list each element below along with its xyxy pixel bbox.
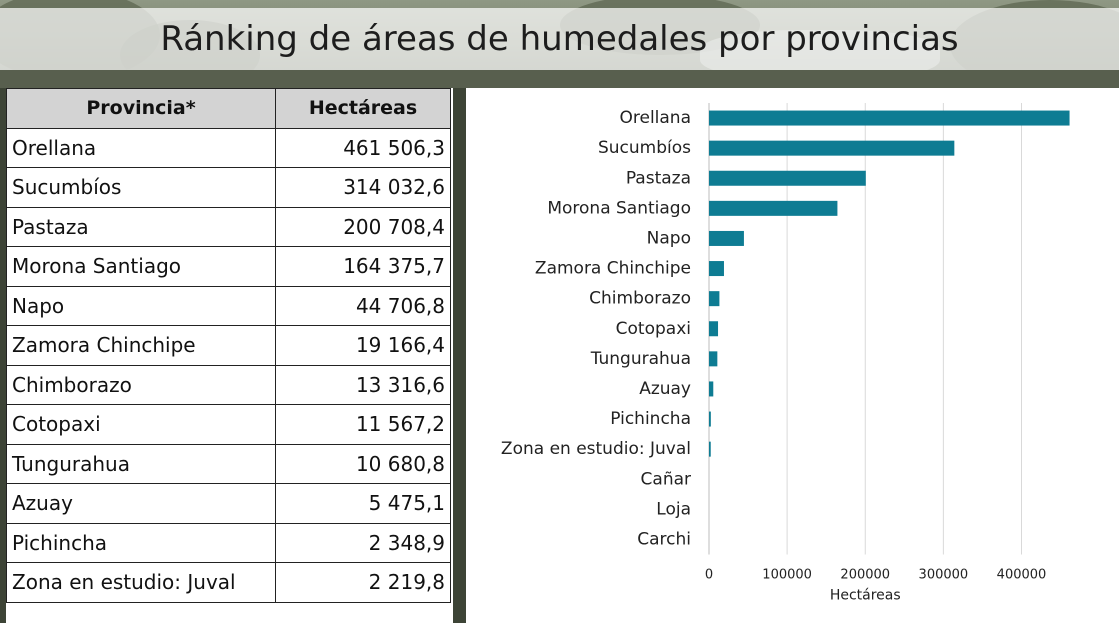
header-divider: [0, 70, 1119, 88]
category-label: Zamora Chinchipe: [535, 259, 691, 279]
cell-hectareas: 314 032,6: [275, 167, 451, 208]
bar: [709, 140, 955, 156]
table-row: Sucumbíos 314 032,6: [6, 167, 451, 208]
cell-hectareas: 200 708,4: [275, 206, 451, 247]
table-row: Pichincha 2 348,9: [6, 522, 451, 563]
bar: [709, 230, 744, 246]
cell-hectareas: 10 680,8: [275, 443, 451, 484]
table-row: Orellana 461 506,3: [6, 127, 451, 168]
x-tick-label: 100000: [762, 568, 812, 583]
bar: [709, 411, 711, 427]
bar: [709, 321, 719, 337]
cell-hectareas: 164 375,7: [275, 246, 451, 287]
cell-provincia: Chimborazo: [6, 364, 276, 405]
bar-chart: Orellana Sucumbíos Pastaza Morona Santiago N…: [501, 103, 1070, 604]
table-row: Pastaza 200 708,4: [6, 206, 451, 247]
category-label: Tungurahua: [590, 349, 691, 369]
category-label: Azuay: [639, 379, 691, 399]
cell-provincia: Orellana: [6, 127, 276, 168]
category-label: Chimborazo: [589, 289, 691, 309]
cell-provincia: Pastaza: [6, 206, 276, 247]
cell-hectareas: 2 348,9: [275, 522, 451, 563]
x-tick-label: 200000: [840, 568, 890, 583]
x-tick-label: 300000: [919, 568, 969, 583]
bar: [709, 261, 724, 277]
bar: [709, 170, 866, 186]
category-label: Napo: [647, 228, 691, 248]
cell-hectareas: 461 506,3: [275, 127, 451, 168]
chart-panel: Orellana Sucumbíos Pastaza Morona Santiago N…: [466, 88, 1119, 623]
cell-hectareas: 19 166,4: [275, 325, 451, 366]
cell-provincia: Tungurahua: [6, 443, 276, 484]
cell-provincia: Zona en estudio: Juval: [6, 562, 276, 603]
bar: [709, 381, 714, 397]
bar: [709, 351, 718, 367]
x-tick-label: 400000: [997, 568, 1047, 583]
page-title: Ránking de áreas de humedales por provin…: [160, 19, 959, 59]
table-panel: Provincia* Hectáreas Orellana 461 506,3 Su…: [6, 88, 453, 623]
title-band: [0, 8, 1119, 70]
category-label: Carchi: [637, 529, 691, 549]
category-label: Cotopaxi: [616, 319, 691, 339]
category-label: Cañar: [641, 469, 691, 489]
table-row: Chimborazo 13 316,6: [6, 364, 451, 405]
x-axis-title: Hectáreas: [830, 588, 901, 604]
category-label: Orellana: [619, 108, 691, 128]
cell-provincia: Cotopaxi: [6, 404, 276, 445]
table-row: Zamora Chinchipe 19 166,4: [6, 325, 451, 366]
header-provincia: Provincia*: [6, 88, 276, 129]
category-label: Morona Santiago: [547, 198, 691, 218]
category-label: Sucumbíos: [598, 138, 691, 158]
cell-provincia: Pichincha: [6, 522, 276, 563]
category-label: Loja: [656, 499, 691, 519]
category-label: Pichincha: [610, 409, 691, 429]
table-row: Azuay 5 475,1: [6, 483, 451, 524]
province-table: Provincia* Hectáreas Orellana 461 506,3 Su…: [6, 88, 451, 603]
cell-provincia: Napo: [6, 285, 276, 326]
bar: [709, 200, 838, 216]
table-row: Napo 44 706,8: [6, 285, 451, 326]
header-hectareas: Hectáreas: [275, 88, 451, 129]
table-header-row: Provincia* Hectáreas: [6, 88, 451, 129]
bar: [709, 291, 720, 307]
bar: [709, 110, 1070, 126]
table-row: Morona Santiago 164 375,7: [6, 246, 451, 287]
table-row: Cotopaxi 11 567,2: [6, 404, 451, 445]
cell-hectareas: 13 316,6: [275, 364, 451, 405]
cell-provincia: Zamora Chinchipe: [6, 325, 276, 366]
cell-provincia: Morona Santiago: [6, 246, 276, 287]
cell-hectareas: 5 475,1: [275, 483, 451, 524]
bar: [709, 441, 711, 457]
cell-hectareas: 11 567,2: [275, 404, 451, 445]
cell-provincia: Azuay: [6, 483, 276, 524]
table-row: Zona en estudio: Juval 2 219,8: [6, 562, 451, 603]
category-label: Zona en estudio: Juval: [501, 439, 691, 459]
cell-hectareas: 2 219,8: [275, 562, 451, 603]
cell-provincia: Sucumbíos: [6, 167, 276, 208]
table-row: Tungurahua 10 680,8: [6, 443, 451, 484]
cell-hectareas: 44 706,8: [275, 285, 451, 326]
category-label: Pastaza: [626, 168, 691, 188]
x-tick-label: 0: [705, 568, 713, 583]
